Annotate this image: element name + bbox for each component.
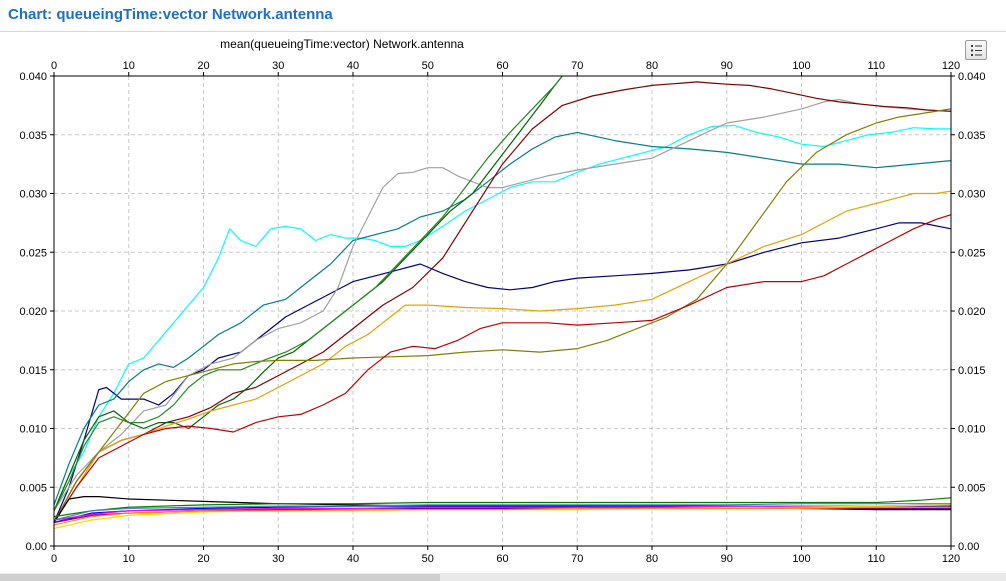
legend-toggle-button[interactable] [965,40,987,60]
y-tick-label-right: 0.010 [958,424,986,436]
x-tick-label-bottom: 100 [792,553,810,565]
plot-frame [50,72,955,550]
x-tick-label-bottom: 90 [721,553,733,565]
series-line-6 [53,75,563,512]
y-tick-label-right: 0.030 [958,189,986,201]
grid [54,76,951,546]
x-tick-label-bottom: 0 [51,553,57,565]
series-line-17 [53,506,951,526]
y-tick-label-left: 0.010 [19,424,47,436]
series-line-12 [53,497,952,518]
x-tick-label-bottom: 80 [646,553,658,565]
x-tick-label-top: 40 [347,60,359,72]
x-tick-label-top: 90 [721,60,733,72]
x-tick-label-bottom: 30 [272,553,284,565]
x-tick-label-top: 100 [792,60,810,72]
x-tick-label-top: 60 [496,60,508,72]
series-line-2 [53,222,952,523]
y-tick-label-right: 0.00 [958,541,979,553]
x-tick-label-top: 50 [422,60,434,72]
x-tick-label-top: 110 [867,60,885,72]
series-line-5 [53,81,952,523]
chart-title: mean(queueingTime:vector) Network.antenn… [220,37,464,51]
y-tick-label-right: 0.025 [958,247,986,259]
title-bar: Chart: queueingTime:vector Network.anten… [0,0,1006,32]
series-line-14 [53,504,952,521]
y-tick-label-left: 0.020 [19,306,47,318]
chart-svg: mean(queueingTime:vector) Network.antenn… [19,37,985,565]
list-icon [971,45,982,56]
horizontal-scrollbar[interactable] [0,573,1006,581]
x-tick-label-top: 20 [197,60,209,72]
x-tick-label-top: 10 [123,60,135,72]
x-tick-label-top: 80 [646,60,658,72]
y-tick-label-right: 0.015 [958,365,986,377]
series-layer [53,75,952,529]
x-tick-label-bottom: 60 [496,553,508,565]
tick-labels: 0 0 10 10 20 20 30 30 40 40 50 50 60 60 70 70 80 80 90 90 10… [19,60,985,565]
y-tick-label-left: 0.015 [19,365,47,377]
x-tick-label-bottom: 120 [942,553,960,565]
series-line-8 [53,190,952,523]
y-tick-label-left: 0.030 [19,189,47,201]
series-line-4 [53,98,952,512]
series-line-1 [53,124,951,512]
y-tick-label-right: 0.040 [958,71,986,83]
x-tick-label-top: 30 [272,60,284,72]
series-line-3 [53,131,952,506]
x-tick-label-bottom: 70 [571,553,583,565]
y-tick-label-right: 0.005 [958,482,986,494]
x-tick-label-bottom: 50 [422,553,434,565]
page-title: Chart: queueingTime:vector Network.anten… [8,6,333,23]
y-tick-label-left: 0.040 [19,71,47,83]
y-tick-label-right: 0.020 [958,306,986,318]
series-line-9 [53,108,952,523]
y-tick-label-left: 0.005 [19,482,47,494]
series-line-10 [53,214,952,523]
x-tick-label-bottom: 10 [123,553,135,565]
x-tick-label-top: 70 [571,60,583,72]
x-tick-label-bottom: 110 [867,553,885,565]
x-tick-label-bottom: 40 [347,553,359,565]
y-tick-label-left: 0.035 [19,130,47,142]
y-tick-label-right: 0.035 [958,130,986,142]
x-tick-label-top: 0 [51,60,57,72]
chart-area[interactable]: mean(queueingTime:vector) Network.antenn… [0,32,1006,581]
series-line-18 [53,503,951,521]
scrollbar-thumb[interactable] [0,574,440,581]
x-tick-label-top: 120 [942,60,960,72]
x-tick-label-bottom: 20 [197,553,209,565]
series-line-7 [53,75,563,512]
y-tick-label-left: 0.025 [19,247,47,259]
y-tick-label-left: 0.00 [26,541,47,553]
